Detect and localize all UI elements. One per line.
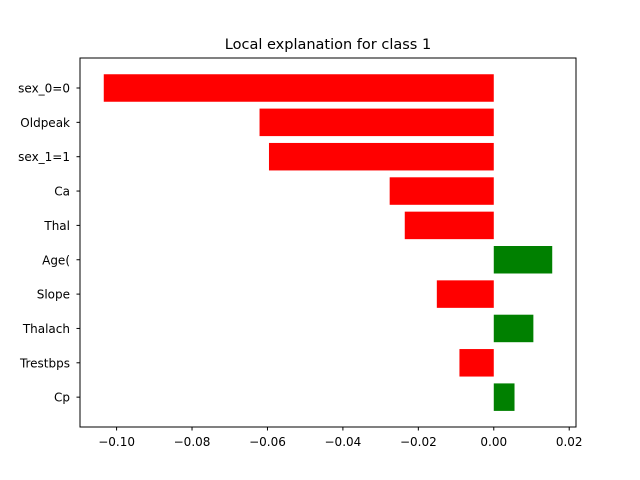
y-tick-label: Ca xyxy=(54,185,70,199)
x-tick-label: −0.02 xyxy=(400,435,437,449)
plot-frame xyxy=(79,57,577,428)
y-tick-label: Thal xyxy=(43,219,70,233)
y-tick-label: sex_0=0 xyxy=(18,82,70,96)
y-tick-label: Age( xyxy=(42,253,70,267)
y-axis-ticks: sex_0=0 Oldpeak sex_1=1 Ca Thal Age( Slope Thal… xyxy=(18,82,80,405)
bar-slope xyxy=(436,280,494,308)
x-tick-label: −0.10 xyxy=(98,435,135,449)
bar-trestbps xyxy=(459,349,494,377)
y-tick-label: sex_1=1 xyxy=(18,150,70,164)
bar-ca xyxy=(389,177,494,205)
chart-title: Local explanation for class 1 xyxy=(225,37,431,53)
y-tick-label: Slope xyxy=(37,288,70,302)
x-tick-label: 0.02 xyxy=(556,435,583,449)
x-tick-label: 0.00 xyxy=(480,435,507,449)
y-tick-label: Cp xyxy=(54,391,70,405)
bar-sex-0-0 xyxy=(103,74,494,102)
y-tick-label: Thalach xyxy=(22,322,70,336)
bar-age- xyxy=(493,246,553,274)
x-tick-label: −0.04 xyxy=(325,435,362,449)
bar-oldpeak xyxy=(259,108,494,137)
x-tick-label: −0.06 xyxy=(249,435,286,449)
bars-layer xyxy=(103,74,553,411)
x-axis-ticks: −0.10 −0.08 −0.06 −0.04 −0.02 0.00 0.02 xyxy=(98,427,583,449)
bar-sex-1-1 xyxy=(268,142,494,171)
y-tick-label: Oldpeak xyxy=(20,116,70,130)
bar-thalach xyxy=(493,314,534,343)
y-tick-label: Trestbps xyxy=(19,356,70,370)
x-tick-label: −0.08 xyxy=(174,435,211,449)
bar-thal xyxy=(404,211,494,240)
bar-cp xyxy=(493,383,515,411)
